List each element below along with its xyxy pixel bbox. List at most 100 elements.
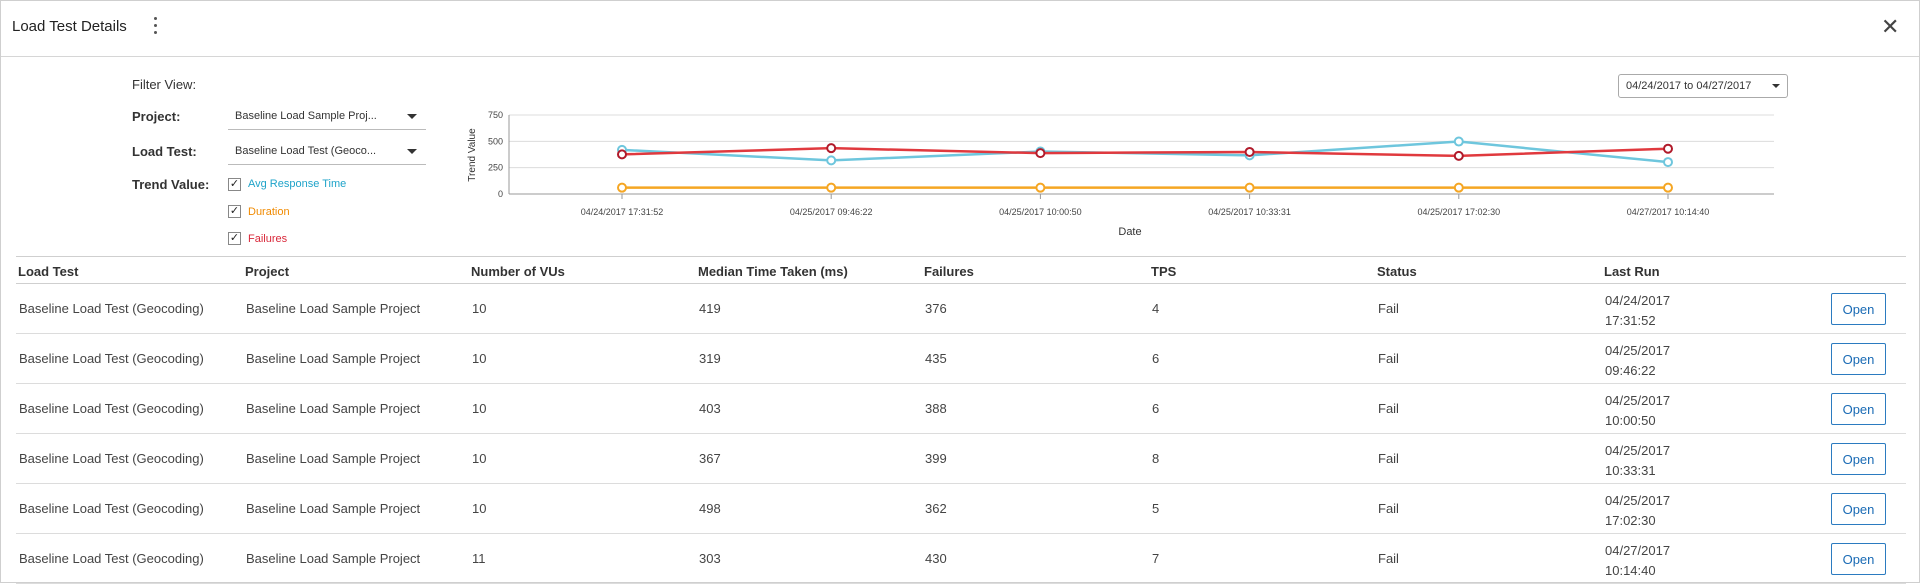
- cell-median-time: 419: [699, 301, 721, 316]
- data-point: [1035, 148, 1046, 159]
- data-point: [1035, 182, 1046, 193]
- last-run-date: 04/25/2017: [1605, 493, 1671, 508]
- column-header-load-test: Load Test: [18, 264, 79, 279]
- cell-load-test: Baseline Load Test (Geocoding): [19, 451, 204, 466]
- more-options-icon[interactable]: [151, 17, 159, 39]
- y-tick-label: 250: [488, 163, 503, 173]
- panel-header: Load Test Details ✕: [1, 1, 1919, 57]
- data-point: [826, 155, 837, 166]
- last-run-date: 04/27/2017: [1605, 543, 1671, 558]
- data-point: [826, 143, 837, 154]
- cell-tps: 8: [1152, 451, 1160, 466]
- chevron-down-icon: [1772, 84, 1780, 88]
- last-run-date: 04/25/2017: [1605, 393, 1671, 408]
- last-run-time: 10:00:50: [1605, 413, 1656, 428]
- x-tick-label: 04/27/2017 10:14:40: [1627, 207, 1710, 217]
- panel-title: Load Test Details: [12, 18, 127, 35]
- cell-status: Fail: [1378, 451, 1399, 466]
- cell-project: Baseline Load Sample Project: [246, 401, 421, 416]
- trend-value-label: Trend Value:: [132, 177, 210, 192]
- last-run-time: 10:33:31: [1605, 463, 1656, 478]
- table-header: Load Test Project Number of VUs Median T…: [16, 256, 1906, 284]
- y-tick-label: 0: [498, 189, 503, 199]
- table-row: Baseline Load Test (Geocoding) Baseline L…: [16, 434, 1906, 484]
- data-point: [617, 149, 627, 160]
- trend-chart: 0 250 500 750 04/24/2017 17:31:52 04/25/2017 …: [467, 110, 1774, 238]
- column-header-last-run: Last Run: [1604, 264, 1660, 279]
- cell-last-run: 04/25/2017 17:02:30: [1605, 491, 1670, 531]
- data-point: [1663, 182, 1673, 193]
- cell-load-test: Baseline Load Test (Geocoding): [19, 301, 204, 316]
- last-run-date: 04/25/2017: [1605, 443, 1671, 458]
- cell-project: Baseline Load Sample Project: [246, 501, 421, 516]
- data-point: [1244, 146, 1255, 157]
- cell-median-time: 303: [699, 551, 721, 566]
- data-point: [1453, 136, 1464, 147]
- cell-project: Baseline Load Sample Project: [246, 351, 421, 366]
- cell-failures: 376: [925, 301, 947, 316]
- column-header-median-time: Median Time Taken (ms): [698, 264, 848, 279]
- data-point: [826, 182, 837, 193]
- data-point: [617, 182, 627, 193]
- cell-tps: 7: [1152, 551, 1160, 566]
- load-test-select[interactable]: Baseline Load Test (Geoco...: [228, 139, 426, 165]
- cell-tps: 4: [1152, 301, 1160, 316]
- cell-failures: 362: [925, 501, 947, 516]
- data-point: [1244, 182, 1255, 193]
- load-test-label: Load Test:: [132, 144, 197, 159]
- avg-response-time-checkbox[interactable]: ✓: [228, 178, 241, 191]
- cell-load-test: Baseline Load Test (Geocoding): [19, 351, 204, 366]
- cell-status: Fail: [1378, 551, 1399, 566]
- open-button[interactable]: Open: [1831, 543, 1886, 575]
- column-header-tps: TPS: [1151, 264, 1177, 279]
- cell-vus: 10: [472, 451, 487, 466]
- close-icon[interactable]: ✕: [1881, 14, 1900, 39]
- last-run-time: 17:31:52: [1605, 313, 1656, 328]
- cell-project: Baseline Load Sample Project: [246, 551, 421, 566]
- project-select[interactable]: Baseline Load Sample Proj...: [228, 104, 426, 130]
- cell-median-time: 498: [699, 501, 721, 516]
- date-range-select[interactable]: 04/24/2017 to 04/27/2017: [1618, 74, 1788, 98]
- cell-vus: 10: [472, 351, 487, 366]
- cell-load-test: Baseline Load Test (Geocoding): [19, 401, 204, 416]
- last-run-date: 04/25/2017: [1605, 343, 1671, 358]
- x-tick-label: 04/25/2017 10:00:50: [999, 207, 1082, 217]
- column-header-failures: Failures: [924, 264, 974, 279]
- failures-checkbox[interactable]: ✓: [228, 232, 241, 245]
- open-button[interactable]: Open: [1831, 293, 1886, 325]
- y-tick-label: 750: [488, 110, 503, 120]
- duration-checkbox[interactable]: ✓: [228, 205, 241, 218]
- y-tick-label: 500: [488, 136, 503, 146]
- load-test-select-value: Baseline Load Test (Geoco...: [235, 145, 377, 157]
- table-row: Baseline Load Test (Geocoding) Baseline L…: [16, 484, 1906, 534]
- open-button[interactable]: Open: [1831, 343, 1886, 375]
- cell-last-run: 04/24/2017 17:31:52: [1605, 291, 1670, 331]
- cell-status: Fail: [1378, 351, 1399, 366]
- table-row: Baseline Load Test (Geocoding) Baseline L…: [16, 284, 1906, 334]
- cell-load-test: Baseline Load Test (Geocoding): [19, 551, 204, 566]
- cell-tps: 5: [1152, 501, 1160, 516]
- open-button[interactable]: Open: [1831, 443, 1886, 475]
- x-tick-label: 04/25/2017 10:33:31: [1208, 207, 1291, 217]
- cell-status: Fail: [1378, 301, 1399, 316]
- date-range-value: 04/24/2017 to 04/27/2017: [1626, 80, 1752, 92]
- cell-last-run: 04/25/2017 09:46:22: [1605, 341, 1670, 381]
- open-button[interactable]: Open: [1831, 493, 1886, 525]
- project-select-value: Baseline Load Sample Proj...: [235, 110, 377, 122]
- cell-last-run: 04/27/2017 10:14:40: [1605, 541, 1670, 581]
- cell-project: Baseline Load Sample Project: [246, 301, 421, 316]
- last-run-time: 09:46:22: [1605, 363, 1656, 378]
- open-button[interactable]: Open: [1831, 393, 1886, 425]
- column-header-status: Status: [1377, 264, 1417, 279]
- cell-median-time: 319: [699, 351, 721, 366]
- table-row: Baseline Load Test (Geocoding) Baseline L…: [16, 334, 1906, 384]
- data-point: [1453, 150, 1464, 161]
- cell-last-run: 04/25/2017 10:00:50: [1605, 391, 1670, 431]
- cell-project: Baseline Load Sample Project: [246, 451, 421, 466]
- cell-status: Fail: [1378, 501, 1399, 516]
- cell-tps: 6: [1152, 401, 1160, 416]
- cell-vus: 10: [472, 501, 487, 516]
- x-tick-label: 04/24/2017 17:31:52: [581, 207, 664, 217]
- y-axis-label: Trend Value: [467, 128, 478, 182]
